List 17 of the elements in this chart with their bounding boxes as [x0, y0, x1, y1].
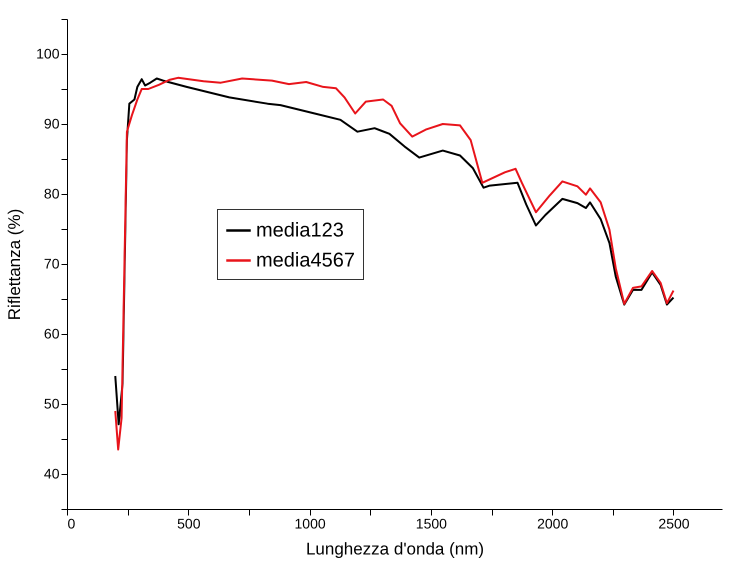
x-tick-label: 2000: [537, 516, 568, 532]
y-tick-label: 40: [44, 466, 60, 482]
y-axis-title: Riflettanza (%): [5, 208, 24, 320]
y-tick-label: 90: [44, 116, 60, 132]
y-tick-label: 60: [44, 326, 60, 342]
y-tick-label: 80: [44, 186, 60, 202]
x-tick-label: 1500: [416, 516, 448, 532]
x-axis-title: Lunghezza d'onda (nm): [306, 540, 484, 558]
y-tick-label: 70: [44, 256, 60, 272]
y-tick-label: 50: [44, 396, 60, 412]
y-tick-label: 100: [36, 46, 60, 62]
x-tick-label: 500: [177, 516, 201, 532]
legend-label: media123: [256, 220, 344, 242]
x-tick-label: 0: [68, 516, 76, 532]
x-tick-label: 2500: [658, 516, 690, 532]
legend-label: media4567: [256, 250, 355, 272]
x-tick-label: 1000: [294, 516, 326, 532]
